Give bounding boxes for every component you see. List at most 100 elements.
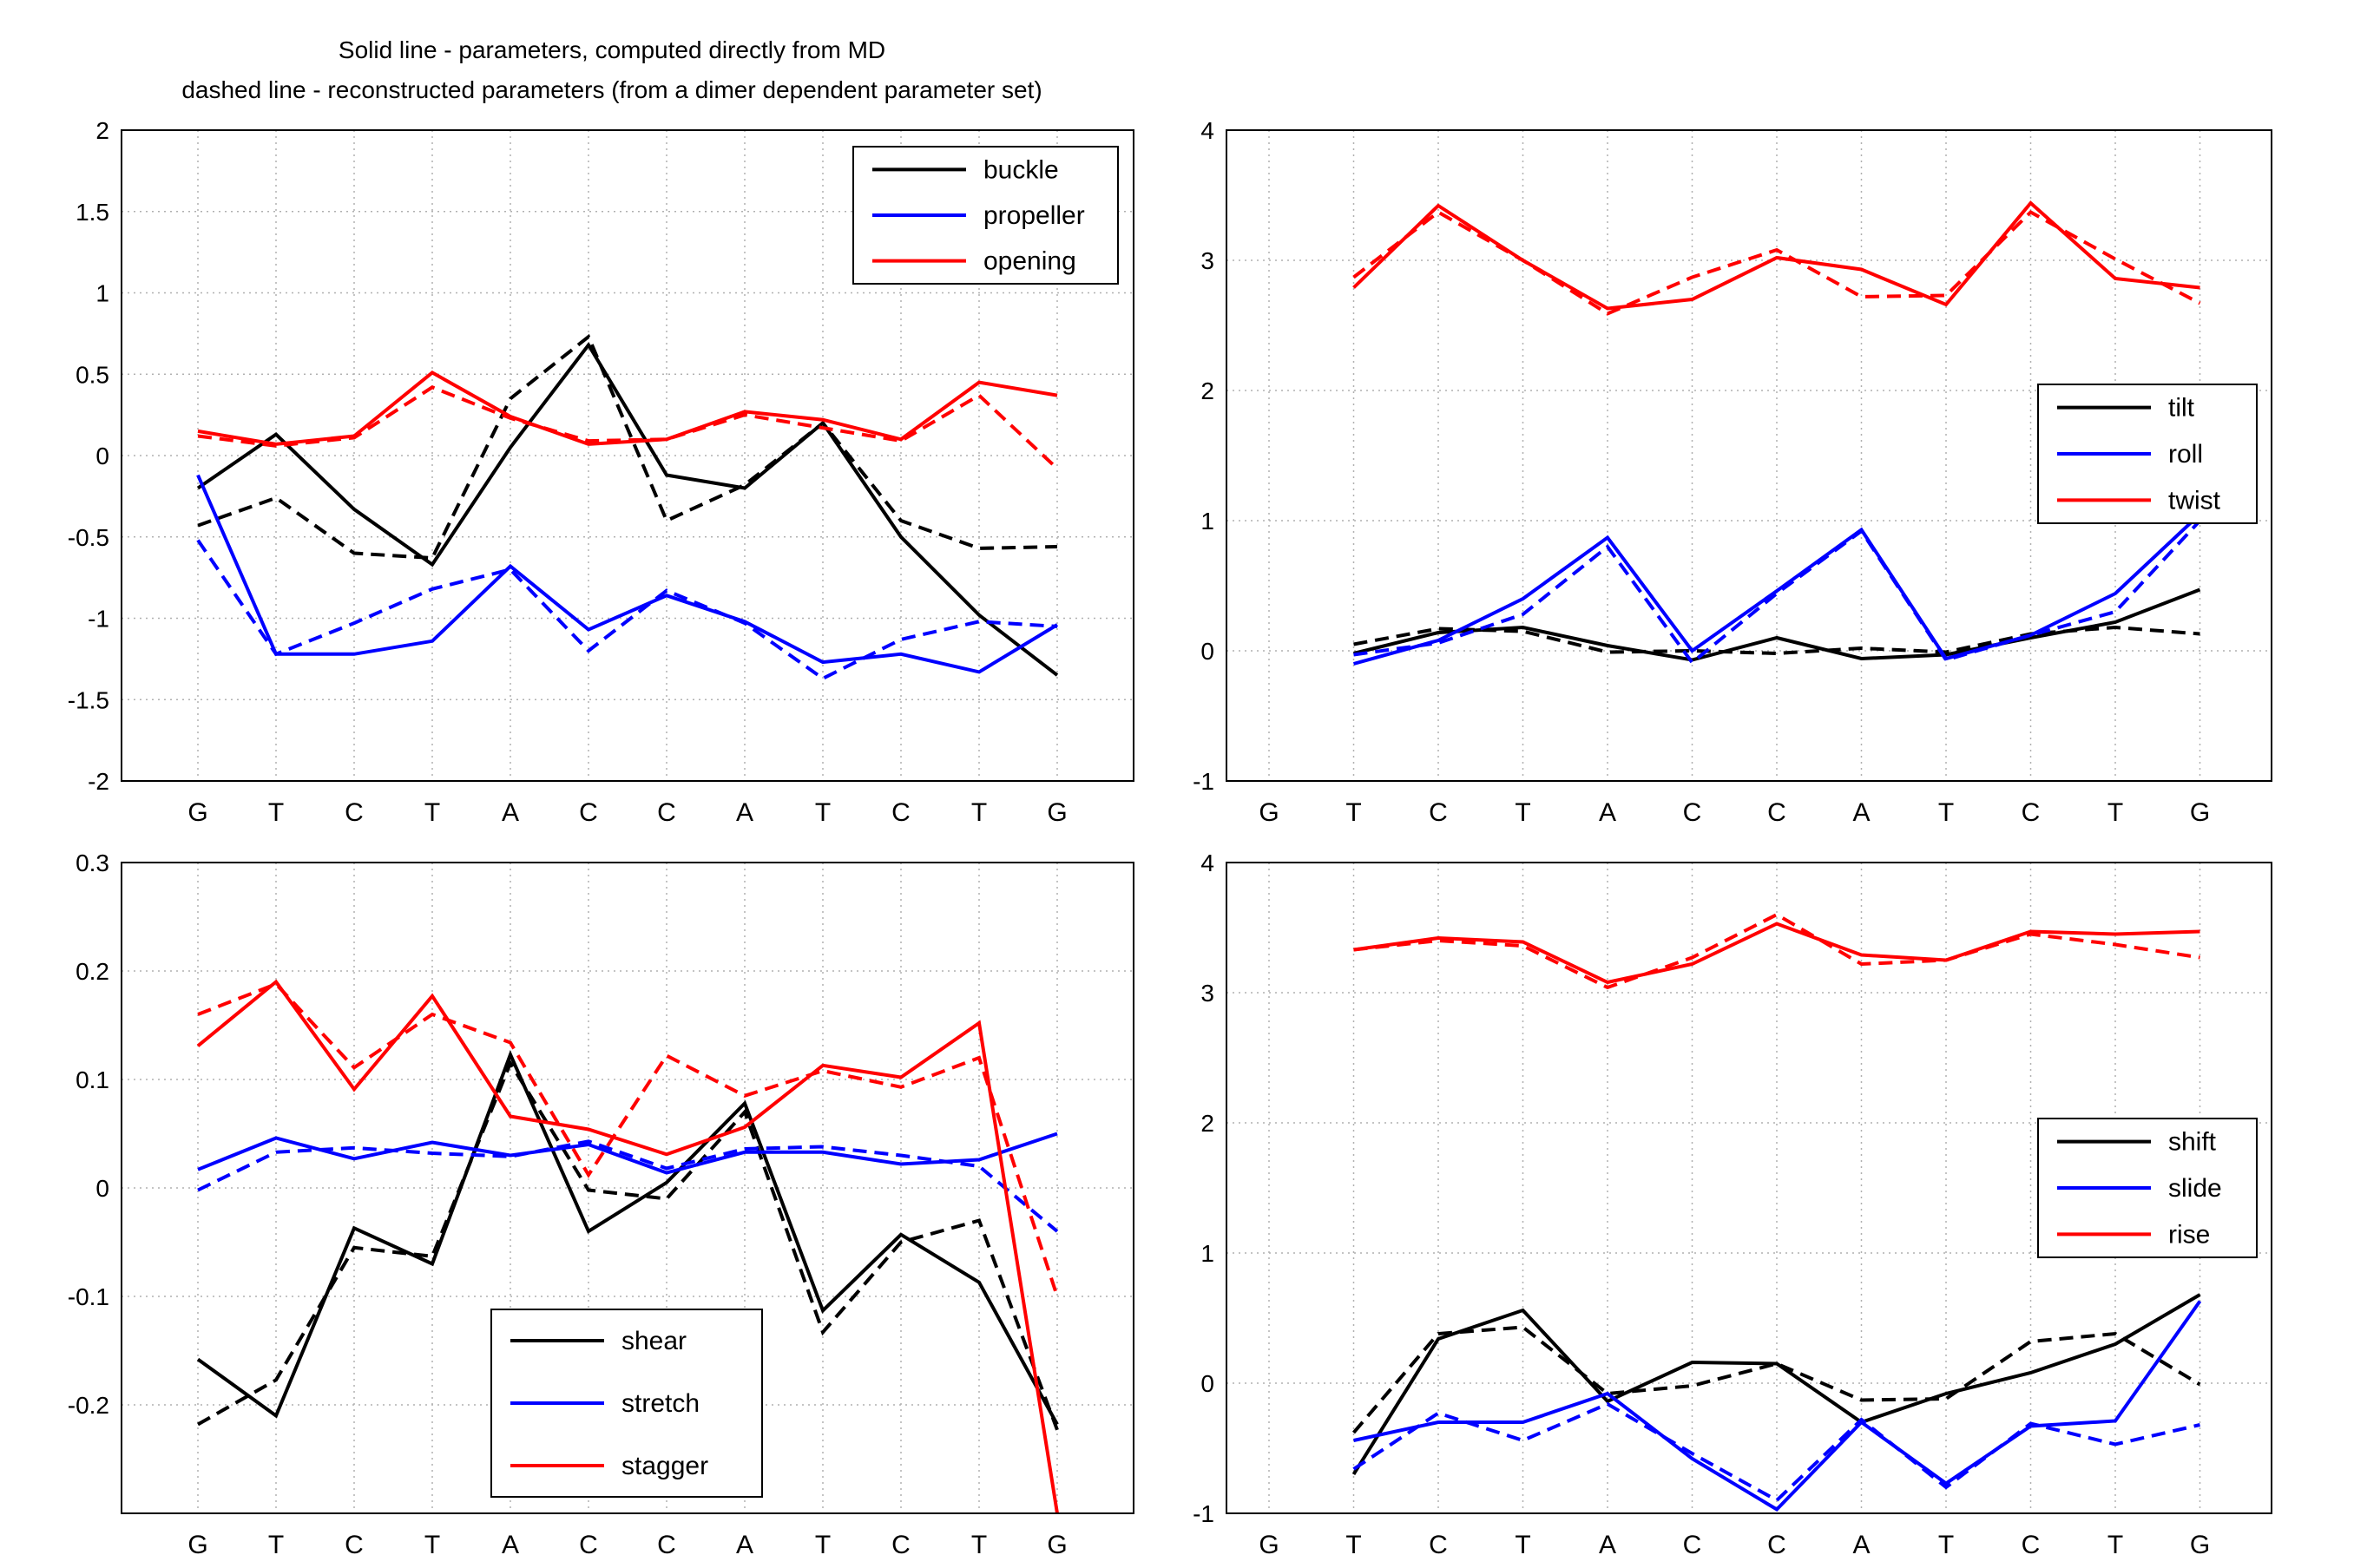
x-tick-label: C <box>579 798 598 827</box>
series-line-shift-solid <box>1351 1293 2201 1476</box>
series-line-rise-dashed <box>1353 912 2200 990</box>
x-tick-label: T <box>971 798 987 827</box>
y-tick-label: 0.2 <box>76 958 109 985</box>
y-tick-label: -1 <box>1193 768 1214 795</box>
x-tick-label: A <box>502 798 519 827</box>
x-tick-label: C <box>657 1531 676 1559</box>
x-tick-label: T <box>2107 1531 2123 1559</box>
x-tick-label: C <box>1429 798 1448 827</box>
y-tick-label: 3 <box>1200 980 1214 1007</box>
x-tick-label: C <box>1683 798 1702 827</box>
series-line-stagger-solid <box>196 979 1059 1513</box>
y-tick-label: 0 <box>95 1175 109 1202</box>
x-tick-label: A <box>502 1531 519 1559</box>
chart-panel-4: G T C T A C C A T C T G -1 0 1 2 3 4 shift slide rise <box>1193 850 2272 1559</box>
series-line-stagger-dashed <box>197 981 1059 1297</box>
y-tick-label: -0.1 <box>68 1283 109 1310</box>
x-tick-label: C <box>2022 798 2041 827</box>
series-line-shift-dashed <box>1351 1325 2201 1434</box>
x-tick-label: G <box>1259 798 1279 827</box>
y-tick-label: -0.5 <box>68 524 109 551</box>
x-tick-label: C <box>1429 1531 1448 1559</box>
axes-box <box>121 862 1134 1514</box>
series-line-buckle-dashed <box>197 333 1058 561</box>
x-tick-label: T <box>1345 798 1361 827</box>
x-tick-label: G <box>1259 1531 1279 1559</box>
legend-label-stagger: stagger <box>621 1452 708 1480</box>
legend: shear stretch stagger <box>490 1309 763 1498</box>
x-tick-label: G <box>2190 1531 2210 1559</box>
y-tick-label: -2 <box>88 768 109 795</box>
y-tick-label: 0.3 <box>76 850 109 876</box>
y-tick-label: 0 <box>1200 1370 1214 1397</box>
series-line-tilt-solid <box>1353 587 2201 662</box>
y-tick-label: -0.2 <box>68 1392 109 1419</box>
y-tick-label: 2 <box>1200 377 1214 404</box>
x-tick-label: C <box>1683 1531 1702 1559</box>
y-tick-label: 1 <box>1200 1240 1214 1267</box>
chart-panel-1: G T C T A C C A T C T G -2 -1.5 -1 -0.5 0 0.5 1 1.5 2 buckle p… <box>68 117 1134 827</box>
series-line-shear-dashed <box>197 1059 1059 1431</box>
legend-label-twist: twist <box>2168 486 2221 515</box>
x-tick-label: G <box>2190 798 2210 827</box>
x-tick-label: T <box>2107 798 2123 827</box>
x-tick-label: C <box>2022 1531 2041 1559</box>
series-line-propeller-solid <box>196 474 1059 674</box>
x-tick-label: C <box>345 798 364 827</box>
x-tick-label: T <box>815 1531 831 1559</box>
x-tick-label: T <box>1345 1531 1361 1559</box>
x-tick-label: T <box>424 798 440 827</box>
x-tick-label: C <box>891 798 911 827</box>
x-tick-label: C <box>1767 798 1786 827</box>
x-tick-label: G <box>1047 798 1067 827</box>
series-line-slide-dashed <box>1352 1401 2200 1503</box>
x-tick-label: A <box>736 798 753 827</box>
x-tick-label: T <box>1938 798 1954 827</box>
x-tick-label: C <box>1767 1531 1786 1559</box>
series-line-roll-dashed <box>1353 519 2201 666</box>
x-tick-label: T <box>971 1531 987 1559</box>
legend-label-buckle: buckle <box>983 155 1059 184</box>
x-tick-label: G <box>187 798 207 827</box>
legend-label-tilt: tilt <box>2168 394 2195 423</box>
y-tick-label: 0 <box>95 443 109 469</box>
y-tick-label: 0.5 <box>76 361 109 388</box>
legend-label-opening: opening <box>983 247 1076 276</box>
x-tick-label: T <box>424 1531 440 1559</box>
x-tick-label: G <box>187 1531 207 1559</box>
legend-label-rise: rise <box>2168 1220 2210 1249</box>
x-tick-label: C <box>345 1531 364 1559</box>
y-tick-label: 2 <box>95 117 109 144</box>
y-tick-label: -1 <box>1193 1500 1214 1527</box>
series-line-buckle-solid <box>196 341 1059 677</box>
series-line-stretch-dashed <box>197 1139 1059 1233</box>
legend: buckle propeller opening <box>852 146 1119 285</box>
series-line-opening-solid <box>197 370 1058 446</box>
y-tick-label: 0 <box>1200 638 1214 665</box>
series-line-tilt-dashed <box>1353 625 2200 656</box>
x-tick-label: C <box>891 1531 911 1559</box>
legend-label-roll: roll <box>2168 440 2203 469</box>
x-tick-label: A <box>1599 1531 1616 1559</box>
x-tick-label: T <box>268 798 284 827</box>
x-tick-label: G <box>1047 1531 1067 1559</box>
series-line-stretch-solid <box>197 1132 1058 1175</box>
x-tick-label: T <box>1515 798 1530 827</box>
y-tick-label: 4 <box>1200 117 1214 144</box>
chart-panel-3: G T C T A C C A T C T G -0.2 -0.1 0 0.1 0.2 0.3 shear stret… <box>68 850 1134 1559</box>
x-tick-label: A <box>1852 798 1870 827</box>
x-tick-label: A <box>736 1531 753 1559</box>
series-line-propeller-dashed <box>196 539 1058 681</box>
y-tick-label: 2 <box>1200 1110 1214 1137</box>
x-tick-label: T <box>1515 1531 1530 1559</box>
y-tick-label: 0.1 <box>76 1066 109 1093</box>
y-tick-label: 4 <box>1200 850 1214 876</box>
series-line-slide-solid <box>1353 1300 2202 1512</box>
figure-title-line-2: dashed line - reconstructed parameters (… <box>181 76 1042 103</box>
legend-label-shift: shift <box>2168 1128 2217 1157</box>
legend-label-stretch: stretch <box>621 1389 700 1418</box>
x-tick-label: A <box>1599 798 1616 827</box>
x-tick-label: T <box>1938 1531 1954 1559</box>
series-line-shear-solid <box>196 1049 1059 1426</box>
